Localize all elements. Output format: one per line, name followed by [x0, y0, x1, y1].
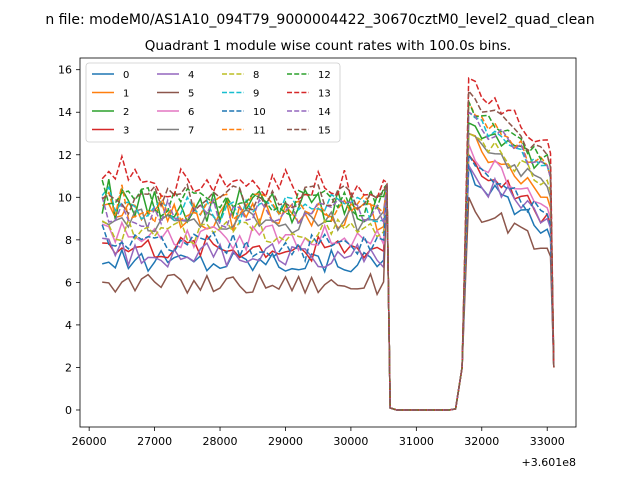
series-line-13 — [101, 77, 555, 411]
legend-box — [85, 62, 341, 143]
y-tick-label: 12 — [58, 149, 72, 162]
series-line-1 — [102, 132, 555, 411]
legend-label: 11 — [253, 126, 266, 137]
series-line-11 — [101, 101, 555, 411]
legend-label: 9 — [253, 89, 259, 100]
figure-suptitle: n file: modeM0/AS1A10_094T79_9000004422_… — [45, 12, 594, 28]
series-line-4 — [102, 162, 555, 411]
x-offset-label: +3.601e8 — [522, 456, 576, 469]
series-line-5 — [102, 186, 555, 411]
chart-title: Quadrant 1 module wise count rates with … — [145, 38, 511, 54]
series-line-15 — [101, 88, 555, 411]
series-lines — [101, 77, 555, 411]
legend-label: 13 — [318, 89, 331, 100]
legend-label: 2 — [123, 107, 129, 118]
y-tick-label: 14 — [58, 106, 72, 119]
plot-frame — [79, 57, 577, 428]
series-line-9 — [101, 110, 555, 411]
legend-label: 7 — [188, 126, 194, 137]
series-line-2 — [101, 121, 555, 411]
y-tick-label: 4 — [65, 319, 72, 332]
x-tick-label: 30000 — [333, 435, 368, 448]
series-line-8 — [101, 132, 555, 411]
legend-label: 15 — [318, 126, 331, 137]
x-tick-label: 28000 — [203, 435, 238, 448]
series-line-14 — [101, 110, 555, 411]
series-line-7 — [101, 132, 555, 411]
x-tick-label: 29000 — [268, 435, 303, 448]
legend-label: 10 — [253, 107, 266, 118]
y-tick-label: 8 — [65, 234, 72, 247]
y-tick-label: 6 — [65, 276, 72, 289]
legend-label: 5 — [188, 89, 194, 100]
x-tick-label: 32000 — [464, 435, 499, 448]
y-tick-label: 16 — [58, 64, 72, 77]
series-line-6 — [101, 143, 555, 411]
x-tick-label: 33000 — [530, 435, 565, 448]
legend-label: 8 — [253, 70, 259, 81]
legend-label: 0 — [123, 70, 129, 81]
x-axis: 26000 27000 28000 29000 30000 31000 32000 33000 — [72, 427, 565, 448]
legend-label: 14 — [318, 107, 331, 118]
x-tick-label: 31000 — [399, 435, 434, 448]
plot-area: 26000 27000 28000 29000 30000 31000 32000 33000… — [58, 57, 577, 469]
y-tick-label: 2 — [65, 361, 72, 374]
series-line-10 — [101, 152, 555, 411]
x-tick-label: 27000 — [137, 435, 172, 448]
legend-label: 1 — [123, 89, 129, 100]
y-axis: 0 2 4 6 8 10 12 14 16 — [58, 64, 80, 417]
y-tick-label: 0 — [65, 404, 72, 417]
legend-label: 12 — [318, 70, 331, 81]
legend-label: 4 — [188, 70, 194, 81]
legend-label: 3 — [123, 126, 129, 137]
y-tick-label: 10 — [58, 191, 72, 204]
legend-label: 6 — [188, 107, 194, 118]
x-tick-label: 26000 — [72, 435, 107, 448]
